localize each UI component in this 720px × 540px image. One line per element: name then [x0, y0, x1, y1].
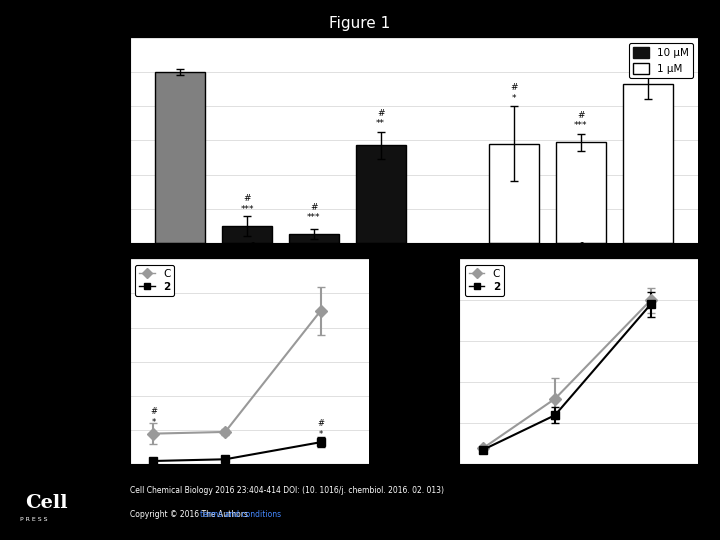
Text: #
***: # *** [240, 194, 254, 214]
Text: Cell Chemical Biology 2016 23:404-414 DOI: (10. 1016/j. chembiol. 2016. 02. 013): Cell Chemical Biology 2016 23:404-414 DO… [130, 486, 444, 495]
Text: #
***: # *** [574, 111, 588, 130]
Legend: 10 μM, 1 μM: 10 μM, 1 μM [629, 43, 693, 78]
Text: #
*: # * [150, 407, 157, 427]
Bar [289, 234, 339, 243]
Legend: C, 2: C, 2 [464, 265, 504, 296]
Text: Copyright © 2016 The Authors: Copyright © 2016 The Authors [130, 510, 252, 519]
Text: Cell: Cell [25, 494, 68, 512]
Text: #
***: # *** [307, 203, 320, 222]
Bar [222, 226, 272, 243]
Text: PrfA: PrfA [566, 242, 592, 255]
Text: P R E S S: P R E S S [20, 517, 48, 522]
Bar [556, 142, 606, 243]
Text: Figure 1: Figure 1 [329, 16, 391, 31]
Text: PrfA: PrfA [236, 242, 262, 255]
Y-axis label: Relative infection
(% of bacterial load): Relative infection (% of bacterial load) [85, 309, 108, 415]
Bar [623, 84, 672, 243]
Bar [356, 145, 405, 243]
X-axis label: Time (min): Time (min) [549, 490, 609, 500]
Text: WT: WT [271, 251, 287, 260]
Legend: C, 2: C, 2 [135, 265, 174, 296]
Y-axis label: Uptake (% of control): Uptake (% of control) [84, 85, 93, 196]
Text: G145S: G145S [600, 251, 629, 260]
Bar [489, 144, 539, 243]
Text: #
**: # ** [376, 109, 385, 129]
Bar [156, 72, 205, 243]
Text: terms and conditions: terms and conditions [200, 510, 282, 519]
Text: #
*: # * [318, 420, 324, 439]
X-axis label: Time (min): Time (min) [219, 490, 279, 500]
Text: B: B [70, 255, 81, 270]
Text: #
*: # * [510, 83, 518, 103]
Text: A: A [61, 33, 73, 49]
